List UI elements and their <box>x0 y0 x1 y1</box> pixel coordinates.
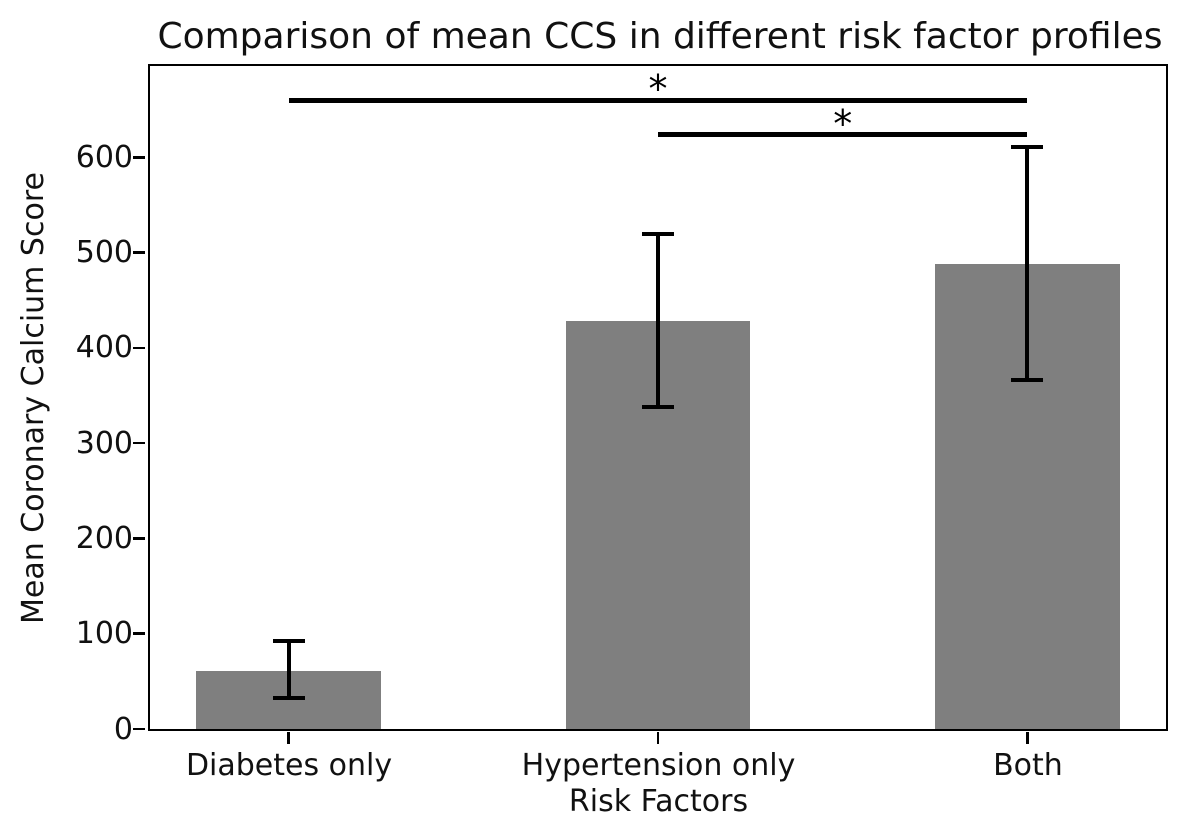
significance-line-1 <box>658 132 1028 138</box>
plot-area: * * <box>133 64 1168 744</box>
y-tick-mark-2 <box>133 537 145 540</box>
error-bar-cap-top-1 <box>642 231 674 236</box>
x-tick-mark-2 <box>1026 731 1029 744</box>
x-tick-label-0: Diabetes only <box>185 748 393 783</box>
significance-star-1: * <box>833 101 853 146</box>
significance-star-0: * <box>648 67 668 112</box>
error-bar-0 <box>286 641 291 698</box>
x-axis-label: Risk Factors <box>568 784 749 819</box>
y-tick-mark-3 <box>133 441 145 445</box>
error-bar-cap-bottom-1 <box>642 405 674 410</box>
y-tick-mark-6 <box>133 156 145 159</box>
chart-title: Comparison of mean CCS in different risk… <box>157 16 1163 57</box>
y-tick-label-3: 300 <box>75 425 133 461</box>
y-tick-label-2: 200 <box>75 520 133 556</box>
x-tick-mark-0 <box>287 731 290 744</box>
error-bar-2 <box>1025 146 1030 381</box>
significance-line-0 <box>288 97 1028 103</box>
x-tick-label-1: Hypertension only <box>521 748 796 783</box>
y-tick-mark-0 <box>133 727 145 731</box>
y-tick-label-5: 500 <box>75 235 133 271</box>
y-tick-label-0: 0 <box>113 711 133 747</box>
y-tick-label-1: 100 <box>75 616 133 652</box>
error-bar-1 <box>656 233 660 407</box>
y-tick-label-6: 600 <box>75 139 133 175</box>
error-bar-cap-bottom-2 <box>1011 378 1044 383</box>
y-tick-label-4: 400 <box>75 330 133 366</box>
x-tick-label-2: Both <box>993 748 1063 783</box>
y-tick-mark-4 <box>133 346 145 350</box>
y-tick-mark-5 <box>133 251 145 254</box>
error-bar-cap-top-0 <box>272 639 305 644</box>
x-tick-mark-1 <box>656 731 660 744</box>
y-tick-mark-1 <box>133 632 145 635</box>
error-bar-cap-bottom-0 <box>272 695 305 700</box>
error-bar-cap-top-2 <box>1011 144 1044 149</box>
